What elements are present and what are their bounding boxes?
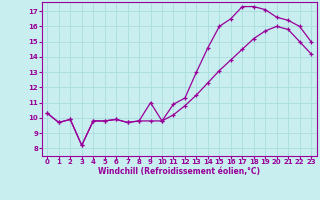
X-axis label: Windchill (Refroidissement éolien,°C): Windchill (Refroidissement éolien,°C) xyxy=(98,167,260,176)
